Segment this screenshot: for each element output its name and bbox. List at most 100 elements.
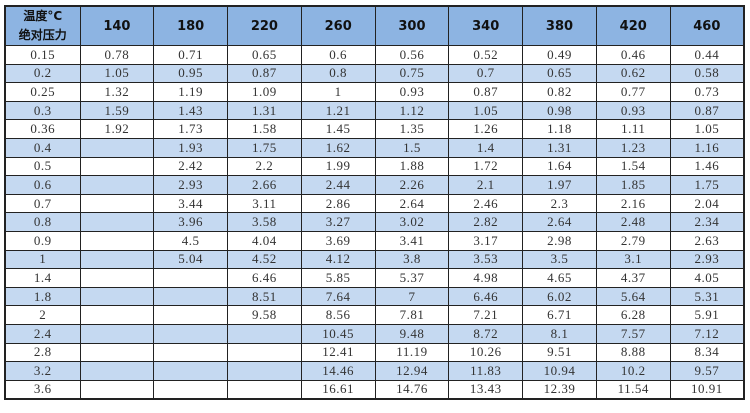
pressure-cell: 3.6 (4, 379, 81, 400)
value-cell: 0.46 (595, 45, 671, 65)
value-cell: 12.94 (374, 361, 450, 381)
table-row: 1.8 8.51 7.64 7 6.46 6.02 5.64 5.31 (4, 286, 745, 307)
table-row: 3.2 14.46 12.94 11.83 10.94 10.2 9.57 (4, 361, 745, 381)
table-row: 0.7 3.44 3.11 2.86 2.64 2.46 2.3 2.16 2.04 (4, 193, 745, 214)
value-cell: 0.87 (448, 82, 524, 102)
value-cell: 11.83 (448, 361, 524, 381)
column-header-220: 220 (227, 5, 302, 46)
value-cell: 8.88 (595, 342, 671, 363)
value-cell: 1.72 (448, 156, 524, 177)
value-cell: 10.91 (669, 379, 745, 400)
value-cell (153, 305, 229, 325)
column-header-460: 460 (669, 5, 745, 46)
value-cell: 3.17 (448, 230, 524, 251)
value-cell: 1.75 (227, 137, 302, 158)
value-cell: 12.41 (300, 342, 376, 363)
value-cell (79, 361, 155, 381)
value-cell: 0.65 (522, 63, 597, 84)
value-cell: 3.8 (374, 249, 450, 270)
value-cell: 1.11 (595, 119, 671, 139)
value-cell (79, 323, 155, 344)
value-cell: 5.91 (669, 305, 745, 325)
value-cell (79, 212, 155, 232)
value-cell: 7.21 (448, 305, 524, 325)
value-cell: 1.31 (227, 100, 302, 121)
value-cell: 2.93 (669, 249, 745, 270)
value-cell (227, 361, 302, 381)
value-cell: 13.43 (448, 379, 524, 400)
value-cell: 7.57 (595, 323, 671, 344)
table-row: 2 9.58 8.56 7.81 7.21 6.71 6.28 5.91 (4, 305, 745, 325)
value-cell: 5.31 (669, 286, 745, 307)
pressure-cell: 2 (4, 305, 81, 325)
value-cell (79, 249, 155, 270)
value-cell (79, 175, 155, 195)
value-cell (227, 379, 302, 400)
pressure-temperature-table: 温度°C 绝对压力 140 180 220 260 300 340 380 420 460 0.… (4, 5, 745, 401)
value-cell: 1.32 (79, 82, 155, 102)
value-cell: 0.7 (448, 63, 524, 84)
table-row: 0.3 1.59 1.43 1.31 1.21 1.12 1.05 0.98 0.93 0.87 (4, 100, 745, 121)
value-cell: 1.97 (522, 175, 597, 195)
value-cell: 14.46 (300, 361, 376, 381)
table-row: 0.9 4.5 4.04 3.69 3.41 3.17 2.98 2.79 2.63 (4, 230, 745, 251)
value-cell: 4.05 (669, 268, 745, 288)
value-cell: 0.56 (374, 45, 450, 65)
value-cell: 14.76 (374, 379, 450, 400)
pressure-cell: 1 (4, 249, 81, 270)
value-cell: 1.88 (374, 156, 450, 177)
value-cell: 1.05 (669, 119, 745, 139)
table-row: 1 5.04 4.52 4.12 3.8 3.53 3.5 3.1 2.93 (4, 249, 745, 270)
table-row: 0.8 3.96 3.58 3.27 3.02 2.82 2.64 2.48 2.34 (4, 212, 745, 232)
value-cell: 11.19 (374, 342, 450, 363)
value-cell: 1.92 (79, 119, 155, 139)
table-row: 3.6 16.61 14.76 13.43 12.39 11.54 10.91 (4, 379, 745, 400)
value-cell (79, 342, 155, 363)
value-cell (153, 323, 229, 344)
column-header-420: 420 (595, 5, 671, 46)
value-cell: 0.77 (595, 82, 671, 102)
value-cell (153, 286, 229, 307)
value-cell: 2.63 (669, 230, 745, 251)
pressure-cell: 0.5 (4, 156, 81, 177)
value-cell: 12.39 (522, 379, 597, 400)
value-cell: 1.85 (595, 175, 671, 195)
value-cell: 0.52 (448, 45, 524, 65)
value-cell: 0.8 (300, 63, 376, 84)
value-cell: 2.86 (300, 193, 376, 214)
value-cell: 8.56 (300, 305, 376, 325)
value-cell: 7.64 (300, 286, 376, 307)
value-cell: 1.45 (300, 119, 376, 139)
value-cell: 1.31 (522, 137, 597, 158)
value-cell (79, 286, 155, 307)
value-cell: 1.58 (227, 119, 302, 139)
value-cell (153, 342, 229, 363)
value-cell: 6.46 (227, 268, 302, 288)
pressure-cell: 0.3 (4, 100, 81, 121)
value-cell: 1.12 (374, 100, 450, 121)
value-cell: 5.37 (374, 268, 450, 288)
pressure-cell: 0.2 (4, 63, 81, 84)
value-cell: 10.45 (300, 323, 376, 344)
table-row: 0.4 1.93 1.75 1.62 1.5 1.4 1.31 1.23 1.16 (4, 137, 745, 158)
column-header-180: 180 (153, 5, 229, 46)
value-cell (79, 137, 155, 158)
value-cell: 1.93 (153, 137, 229, 158)
column-header-260: 260 (300, 5, 376, 46)
value-cell: 4.04 (227, 230, 302, 251)
column-header-140: 140 (79, 5, 155, 46)
value-cell: 2.64 (522, 212, 597, 232)
value-cell: 8.72 (448, 323, 524, 344)
value-cell: 1.19 (153, 82, 229, 102)
value-cell: 1.16 (669, 137, 745, 158)
value-cell: 7.12 (669, 323, 745, 344)
value-cell: 5.04 (153, 249, 229, 270)
value-cell: 6.02 (522, 286, 597, 307)
value-cell: 10.2 (595, 361, 671, 381)
value-cell: 3.58 (227, 212, 302, 232)
value-cell: 8.1 (522, 323, 597, 344)
value-cell: 2.1 (448, 175, 524, 195)
value-cell: 5.85 (300, 268, 376, 288)
value-cell: 1.23 (595, 137, 671, 158)
value-cell: 1.59 (79, 100, 155, 121)
